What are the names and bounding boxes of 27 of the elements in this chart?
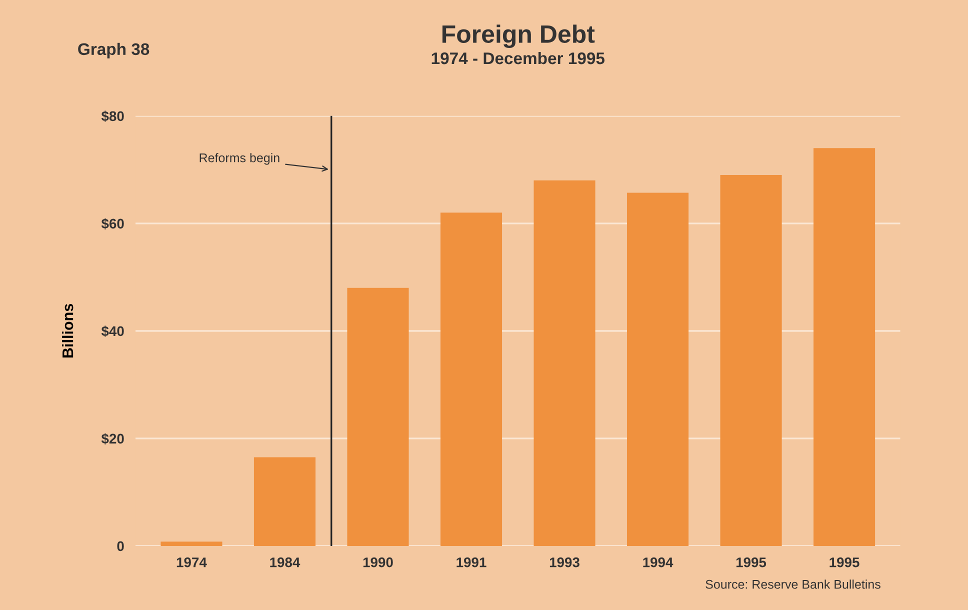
y-tick-label: $60 (101, 218, 124, 230)
ref-line-label: Reforms begin (200, 153, 280, 165)
x-tick-label: 1974 (176, 557, 207, 568)
x-tick-label: 1994 (643, 557, 674, 568)
bar (534, 180, 596, 546)
x-tick-label: 1995 (830, 557, 860, 568)
y-tick-label: $20 (101, 433, 124, 444)
x-tick-label: 1984 (270, 557, 300, 568)
chart-title: Foreign Debt (442, 24, 595, 48)
bar (720, 175, 782, 546)
caption: Graph 38 (78, 42, 150, 58)
x-tick-label: 1990 (363, 557, 393, 568)
y-tick-label: $80 (101, 110, 124, 122)
bar (440, 212, 502, 546)
x-tick-label: 1991 (456, 557, 486, 568)
y-tick-label: 0 (117, 541, 124, 552)
y-axis-title: Billions (62, 304, 74, 358)
bar (814, 148, 876, 546)
bar (254, 457, 316, 546)
bar (160, 542, 222, 546)
bar (626, 192, 689, 546)
y-tick-label: $40 (101, 326, 124, 337)
bar (347, 288, 409, 546)
chart-subtitle: 1974 - December 1995 (432, 52, 605, 64)
source-note: Source: Reserve Bank Bulletins (706, 580, 880, 589)
x-tick-label: 1993 (550, 557, 580, 568)
x-tick-label: 1995 (736, 557, 766, 568)
